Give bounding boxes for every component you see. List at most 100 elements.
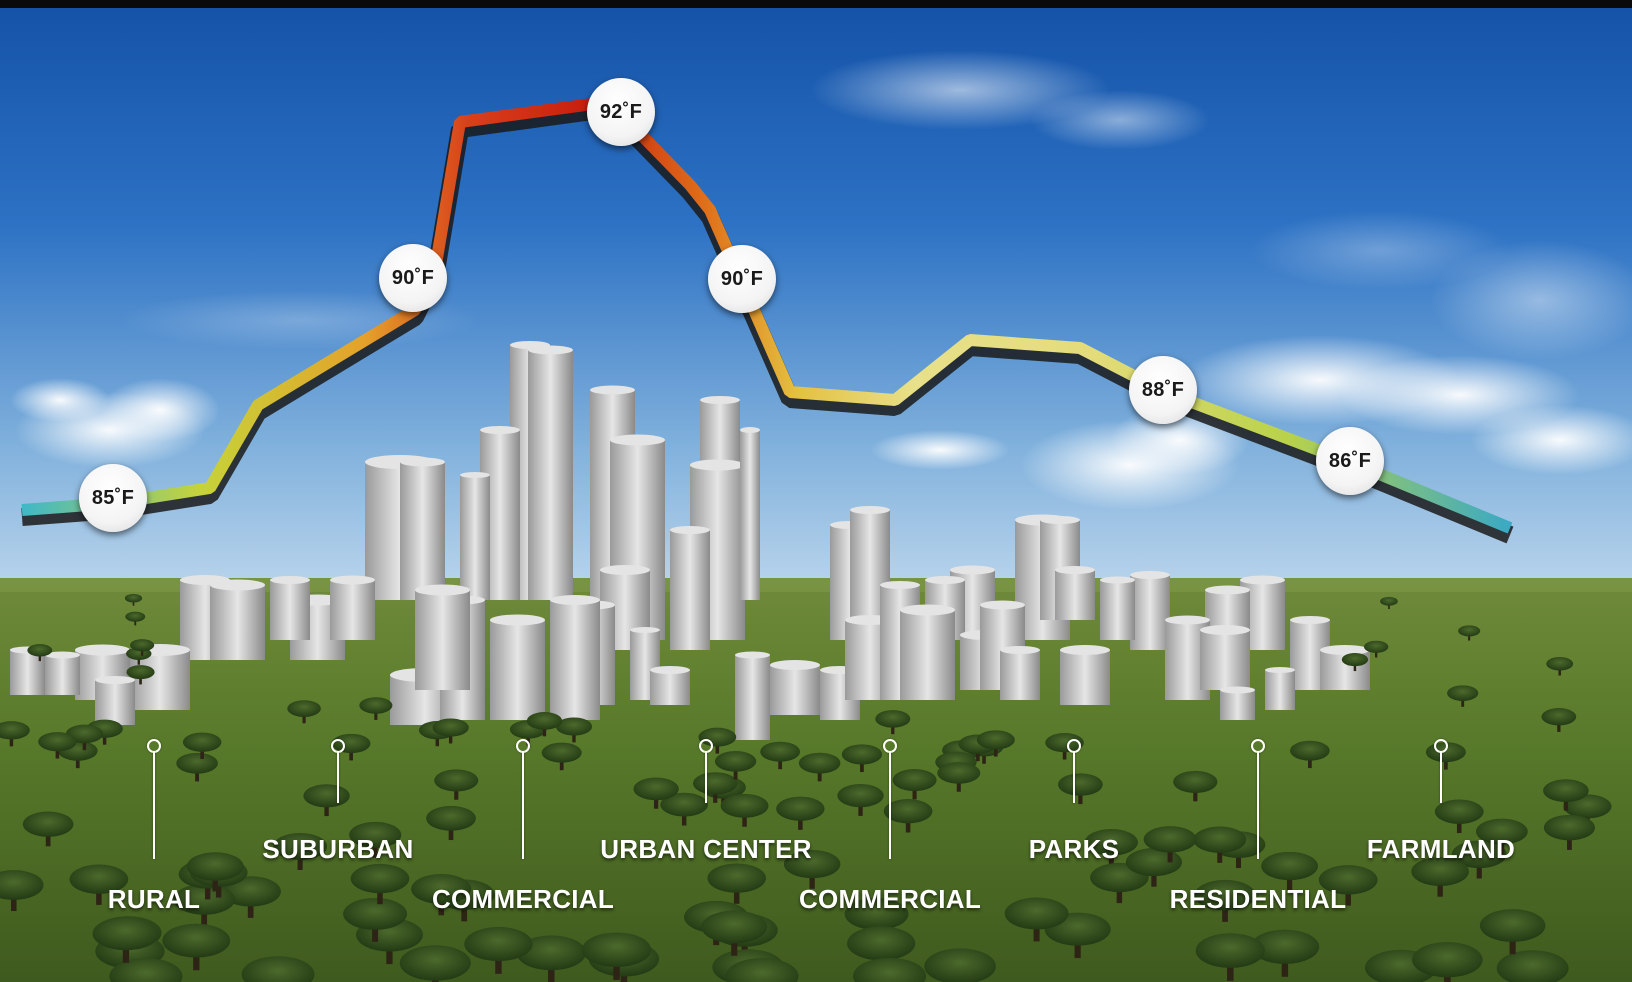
building-top: [650, 666, 690, 674]
tree: [1143, 826, 1197, 863]
tree: [1543, 779, 1589, 811]
tree: [1411, 857, 1469, 897]
building: [1055, 570, 1095, 620]
tree: [343, 897, 407, 942]
tree: [287, 700, 321, 724]
building: [415, 590, 470, 690]
temperature-badge-commercial-left: 90˚F: [379, 244, 447, 312]
building-top: [670, 526, 710, 534]
building: [45, 655, 80, 695]
tree: [399, 945, 471, 982]
tree: [176, 752, 218, 782]
temperature-ribbon: [21, 97, 1514, 544]
tree: [714, 751, 757, 780]
tree: [162, 923, 231, 971]
tree: [633, 777, 679, 809]
tree: [1004, 897, 1069, 942]
top-border: [0, 0, 1632, 8]
tree: [186, 852, 244, 892]
building-top: [950, 565, 995, 575]
building: [550, 600, 600, 720]
tree: [92, 916, 160, 963]
pin-residential: [1257, 751, 1259, 859]
zone-label-suburban: SUBURBAN: [262, 834, 414, 864]
building: [1000, 650, 1040, 700]
tree: [22, 811, 74, 847]
tree: [124, 593, 143, 606]
zone-label-farmland: FARMLAND: [1366, 834, 1516, 864]
building-top: [528, 345, 573, 355]
tree: [776, 796, 825, 830]
pin-parks: [1073, 751, 1075, 803]
building-top: [600, 565, 650, 575]
building-top: [590, 385, 635, 395]
pin-urban-center: [705, 751, 707, 803]
pin-commercial-right: [889, 751, 891, 859]
grass-field: [0, 578, 1632, 982]
tree: [426, 805, 476, 841]
pin-commercial-left: [522, 751, 524, 859]
building: [650, 670, 690, 705]
building-top: [850, 506, 890, 514]
tree: [432, 718, 469, 744]
pin-rural: [153, 751, 155, 859]
building: [900, 610, 955, 700]
tree: [1250, 929, 1320, 977]
building-top: [1000, 646, 1040, 654]
building-top: [740, 427, 760, 433]
building-top: [1240, 575, 1285, 585]
tree: [1058, 773, 1103, 805]
building-top: [45, 651, 80, 659]
tree: [1084, 828, 1138, 866]
tree: [1447, 685, 1479, 707]
tree: [0, 870, 44, 912]
building: [740, 430, 760, 600]
tree: [0, 721, 30, 747]
building-top: [1130, 571, 1170, 579]
building-top: [415, 584, 470, 596]
tree: [350, 863, 410, 905]
building: [400, 462, 445, 600]
trees: [0, 593, 1612, 982]
building: [1265, 670, 1295, 710]
tree: [701, 910, 768, 956]
tree: [875, 710, 911, 735]
building-top: [900, 604, 955, 616]
building-top: [1290, 616, 1330, 624]
building: [528, 350, 573, 600]
tree: [1541, 708, 1577, 732]
building-top: [1055, 566, 1095, 574]
tree: [273, 832, 328, 871]
tree: [27, 644, 53, 662]
building-top: [550, 595, 600, 605]
tree: [1476, 818, 1528, 855]
zone-label-commercial-right: COMMERCIAL: [798, 884, 982, 914]
building: [210, 585, 265, 660]
tree: [411, 873, 472, 916]
tree: [841, 744, 883, 773]
tree: [847, 926, 916, 974]
tree: [434, 769, 479, 800]
building-top: [1060, 645, 1110, 655]
tree: [1412, 942, 1483, 982]
building-top: [270, 576, 310, 584]
tree: [1341, 653, 1369, 672]
building-top: [770, 660, 820, 670]
temperature-badge-residential: 88˚F: [1129, 356, 1197, 424]
tree: [126, 665, 155, 685]
building-top: [460, 472, 490, 478]
building-top: [330, 575, 375, 585]
building-top: [610, 434, 665, 446]
building-top: [1165, 615, 1210, 625]
zone-label-rural: RURAL: [107, 884, 201, 914]
building-top: [880, 581, 920, 589]
tree: [516, 935, 587, 982]
building-top: [210, 579, 265, 591]
building: [670, 530, 710, 650]
tree: [1543, 814, 1595, 850]
building-top: [400, 457, 445, 467]
tree: [38, 732, 77, 759]
building: [1100, 580, 1135, 640]
